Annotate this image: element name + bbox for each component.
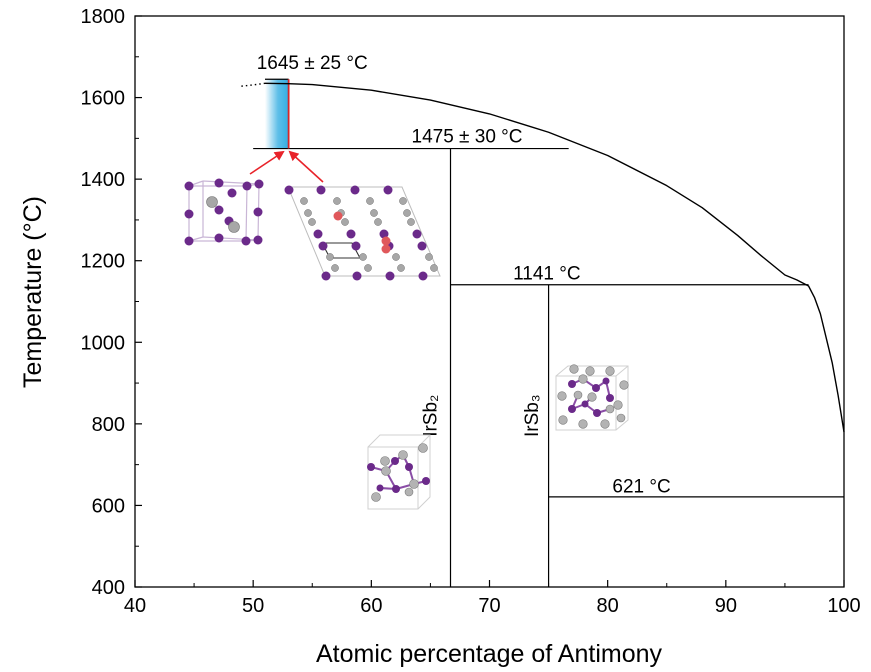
atom	[346, 229, 356, 239]
atom	[399, 197, 407, 205]
atom	[374, 218, 382, 226]
annotation-layer: 1645 ± 25 °C 1475 ± 30 °C 1141 °C 621 °C IrS…	[257, 53, 671, 497]
atom	[397, 264, 405, 272]
series-line-1	[264, 82, 845, 433]
x-tick-label: 70	[478, 595, 500, 617]
atom	[313, 229, 323, 239]
atom	[308, 218, 316, 226]
atom	[326, 253, 334, 261]
atom	[352, 271, 362, 281]
crystal-structure-irsb3-icon	[555, 364, 629, 431]
phase-label: IrSb₃	[522, 394, 543, 437]
plot-frame	[134, 15, 845, 588]
atom	[370, 209, 378, 217]
annotation-label: 1475 ± 30 °C	[412, 126, 523, 147]
atom	[331, 264, 339, 272]
atom	[300, 197, 308, 205]
series-line-0	[241, 82, 266, 87]
atom	[333, 197, 341, 205]
atom	[316, 185, 326, 195]
atom	[350, 185, 360, 195]
crystal-structure-layered-icon	[284, 185, 441, 281]
y-tick-label: 1800	[81, 6, 126, 28]
x-tick-label: 100	[827, 595, 860, 617]
atom-highlight	[333, 211, 343, 221]
atom	[284, 185, 294, 195]
atom-highlight	[381, 236, 391, 246]
axis-ticks	[134, 15, 845, 588]
atom	[412, 229, 422, 239]
y-tick-label: 1000	[81, 332, 126, 354]
phase-label: IrSb₂	[420, 395, 441, 437]
y-tick-label: 800	[92, 414, 125, 436]
annotation-label: 1645 ± 25 °C	[257, 53, 368, 74]
atom	[304, 209, 312, 217]
liquidus-curve-layer	[241, 82, 845, 433]
crystal-structure-irsb2-icon	[367, 434, 431, 510]
y-tick-label: 1400	[81, 169, 126, 191]
atom	[430, 264, 438, 272]
axis-tick-labels: 40 50 60 70 80 90 100 400 600 800 1000 1200 1400 1600…	[81, 6, 861, 617]
atom	[379, 229, 389, 239]
atom	[407, 218, 415, 226]
atom	[392, 253, 400, 261]
y-tick-label: 600	[92, 495, 125, 517]
crystal-structure-cubic-icon	[184, 178, 264, 246]
atom	[351, 241, 361, 251]
x-tick-label: 60	[360, 595, 382, 617]
annotation-label: 1141 °C	[513, 263, 580, 284]
annotation-label: 621 °C	[612, 476, 670, 497]
atom	[318, 241, 328, 251]
x-axis-title: Atomic percentage of Antimony	[316, 640, 663, 668]
shaded-region	[264, 79, 289, 149]
y-tick-label: 1600	[81, 88, 126, 110]
arrow-left	[249, 150, 285, 175]
atom	[359, 253, 367, 261]
phase-lines-layer	[253, 78, 844, 587]
y-axis-title: Temperature (°C)	[19, 196, 47, 388]
y-tick-label: 1200	[81, 251, 126, 273]
y-tick-label: 400	[92, 577, 125, 599]
atom	[341, 218, 349, 226]
x-tick-label: 50	[242, 595, 264, 617]
atom	[321, 271, 331, 281]
atom	[425, 253, 433, 261]
atom	[417, 241, 427, 251]
atom	[418, 271, 428, 281]
shaded-region-layer	[264, 79, 289, 149]
arrow-right	[288, 150, 324, 183]
atom	[385, 271, 395, 281]
x-tick-label: 90	[715, 595, 737, 617]
atom	[366, 197, 374, 205]
atom-highlight	[381, 244, 391, 254]
atom	[383, 185, 393, 195]
atom	[403, 209, 411, 217]
atom	[364, 264, 372, 272]
x-tick-label: 80	[597, 595, 619, 617]
x-tick-label: 40	[124, 595, 146, 617]
